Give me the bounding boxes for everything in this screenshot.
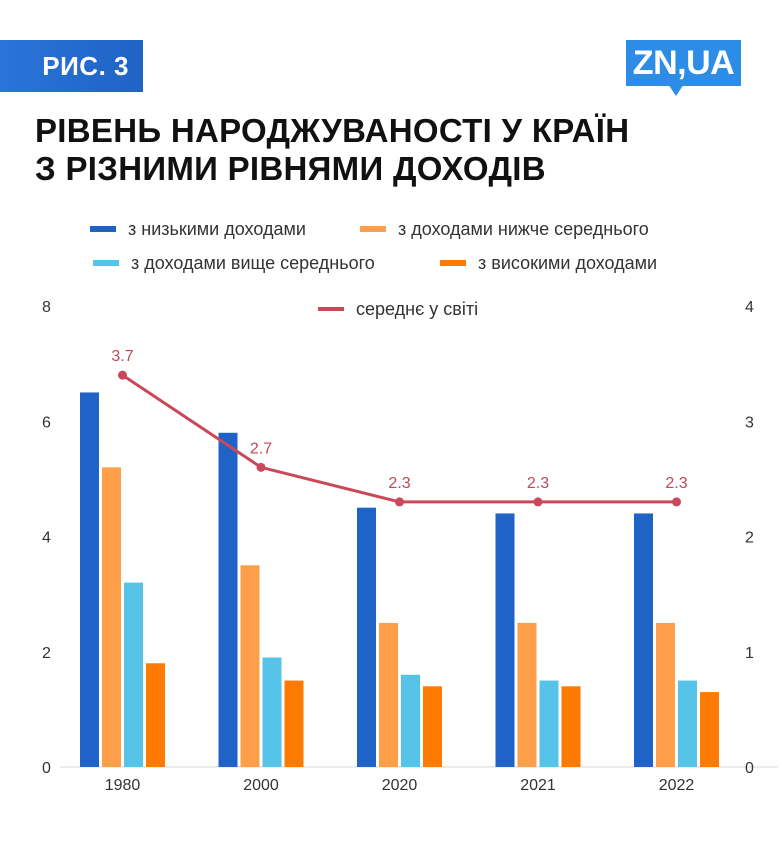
x-tick-label: 2000	[243, 777, 279, 794]
bar	[678, 680, 697, 767]
world-average-label: 3.7	[111, 348, 133, 365]
legend-lower-middle: з доходами нижче середнього	[360, 218, 649, 240]
y-right-tick: 1	[745, 645, 754, 662]
legend-upper-middle: з доходами вище середнього	[93, 252, 375, 274]
world-average-label: 2.3	[665, 475, 687, 492]
legend-swatch-upper-middle	[93, 260, 119, 266]
bar	[656, 622, 675, 767]
world-average-point	[395, 497, 404, 507]
bar	[517, 622, 537, 767]
title-line-2: З РІЗНИМИ РІВНЯМИ ДОХОДІВ	[35, 150, 546, 187]
bar	[700, 692, 719, 767]
world-average-point	[118, 370, 127, 380]
world-average-label: 2.3	[388, 475, 410, 492]
legend-high: з високими доходами	[440, 252, 657, 274]
legend-swatch-world	[318, 307, 344, 311]
legend-low: з низькими доходами	[90, 218, 306, 240]
bar	[539, 680, 559, 767]
legend-swatch-lower-middle	[360, 226, 386, 232]
bar	[262, 657, 282, 767]
legend-label-upper-middle: з доходами вище середнього	[131, 253, 375, 273]
bar	[357, 507, 376, 767]
bar	[218, 432, 238, 767]
y-right-tick: 0	[745, 760, 754, 777]
znua-logo: ZN,UA	[626, 40, 741, 86]
world-average-point	[533, 497, 543, 507]
logo-tail-icon	[668, 84, 684, 96]
title-line-1: РІВЕНЬ НАРОДЖУВАНОСТІ У КРАЇН	[35, 112, 630, 149]
legend-label-world: середнє у світі	[356, 299, 479, 319]
bar	[379, 622, 398, 767]
y-right-tick: 3	[745, 414, 754, 431]
legend-label-high: з високими доходами	[478, 253, 658, 273]
bar	[240, 565, 260, 767]
y-left-tick: 8	[42, 299, 51, 316]
bar	[284, 680, 304, 767]
figure-badge: РИС. 3	[0, 40, 143, 92]
y-right-tick: 2	[745, 530, 754, 547]
world-average-point	[256, 462, 266, 472]
y-right-tick: 4	[745, 299, 754, 316]
bar	[124, 582, 143, 767]
bar	[634, 513, 653, 767]
bar	[495, 513, 515, 767]
y-left-tick: 6	[42, 414, 51, 431]
legend-swatch-low	[90, 226, 116, 232]
world-average-point	[672, 497, 681, 507]
x-tick-label: 1980	[105, 777, 141, 794]
y-left-tick: 2	[42, 645, 51, 662]
bar	[423, 686, 442, 767]
legend-world: середнє у світі	[318, 298, 478, 320]
chart-title: РІВЕНЬ НАРОДЖУВАНОСТІ У КРАЇН З РІЗНИМИ …	[35, 112, 755, 188]
y-left-tick: 4	[42, 530, 51, 547]
world-average-label: 2.7	[250, 440, 272, 457]
bar	[401, 674, 420, 767]
y-left-tick: 0	[42, 760, 51, 777]
x-tick-label: 2022	[659, 777, 695, 794]
legend-label-lower-middle: з доходами нижче середнього	[398, 219, 649, 239]
bar	[102, 467, 121, 767]
legend-swatch-high	[440, 260, 466, 266]
bar	[80, 392, 99, 767]
world-average-label: 2.3	[527, 475, 549, 492]
bar	[561, 686, 581, 767]
legend-label-low: з низькими доходами	[128, 219, 306, 239]
x-tick-label: 2020	[382, 777, 418, 794]
x-tick-label: 2021	[520, 777, 556, 794]
bar	[146, 663, 165, 767]
